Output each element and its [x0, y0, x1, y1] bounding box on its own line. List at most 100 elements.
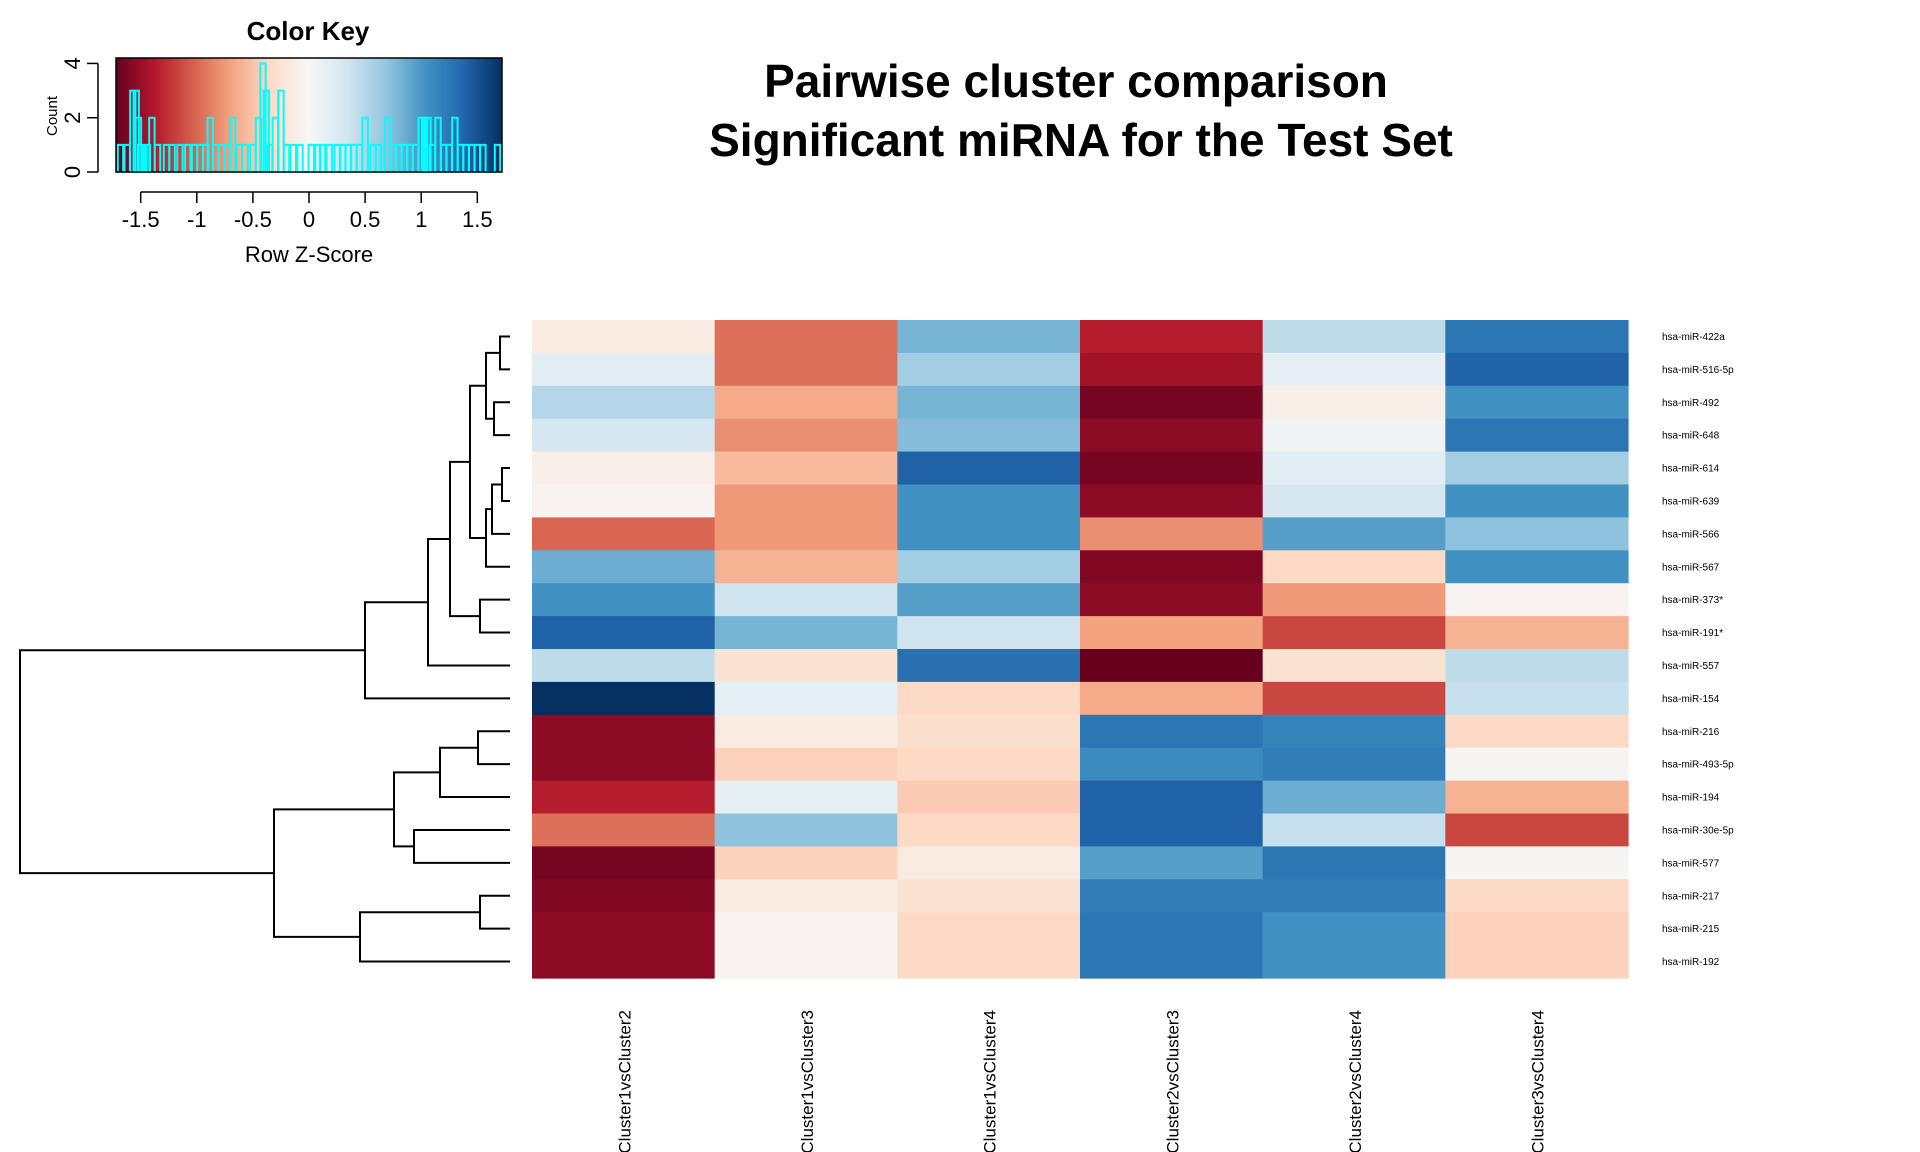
heatmap-cell — [532, 846, 716, 880]
heatmap-cell — [1080, 846, 1264, 880]
heatmap-cell — [897, 418, 1081, 453]
heatmap-cell — [1445, 418, 1629, 453]
heatmap-cell — [897, 320, 1081, 354]
dendrogram-branch — [273, 808, 394, 938]
heatmap-cell — [714, 912, 898, 946]
row-label: hsa-miR-567 — [1662, 562, 1720, 573]
heatmap-cell — [1080, 418, 1264, 453]
heatmap-cell — [714, 846, 898, 880]
row-label: hsa-miR-216 — [1662, 727, 1720, 738]
key-x-tick-label: -0.5 — [234, 207, 272, 232]
dendrogram-branch — [479, 598, 510, 634]
heatmap-cell — [1080, 813, 1264, 847]
column-label: Cluster1vsCluster2 — [615, 1010, 634, 1152]
row-label: hsa-miR-648 — [1662, 431, 1720, 442]
heatmap-cell — [532, 616, 716, 650]
heatmap-cell — [1080, 780, 1264, 815]
heatmap-cell — [1262, 517, 1446, 551]
heatmap-cell — [1262, 616, 1446, 650]
heatmap-cell — [1262, 714, 1446, 749]
heatmap-cell — [1445, 320, 1629, 354]
heatmap-cell — [897, 945, 1081, 979]
color-key-ylabel: Count — [44, 95, 61, 136]
dendrogram-branch — [364, 601, 510, 700]
heatmap-cell — [532, 385, 716, 420]
row-label: hsa-miR-217 — [1662, 891, 1720, 902]
row-label: hsa-miR-191* — [1662, 628, 1723, 639]
heatmap-cell — [1445, 846, 1629, 880]
heatmap-cell — [1445, 780, 1629, 815]
heatmap-cell — [714, 451, 898, 486]
heatmap-cell — [1262, 583, 1446, 617]
heatmap-cell — [1262, 649, 1446, 683]
heatmap-cell — [714, 945, 898, 979]
chart-title-line-1: Pairwise cluster comparison — [764, 55, 1388, 107]
row-label: hsa-miR-30e-5p — [1662, 825, 1734, 836]
color-key-frame — [115, 57, 503, 173]
heatmap-cell — [532, 945, 716, 979]
heatmap-cell — [532, 484, 716, 518]
heatmap-cell — [1445, 747, 1629, 782]
dendrogram-branch — [427, 537, 510, 667]
heatmap-cell — [714, 320, 898, 354]
color-key-xlabel: Row Z-Score — [245, 242, 373, 267]
dendrogram-branch — [501, 467, 510, 502]
heatmap-cell — [897, 451, 1081, 486]
heatmap-cell — [532, 649, 716, 683]
row-label: hsa-miR-194 — [1662, 793, 1720, 804]
heatmap-cell — [532, 681, 716, 716]
heatmap-cell — [714, 714, 898, 749]
column-label: Cluster2vsCluster3 — [1163, 1010, 1182, 1152]
heatmap-cell — [1262, 352, 1446, 387]
key-x-tick-label: 1.5 — [462, 207, 493, 232]
row-labels: hsa-miR-422a hsa-miR-516-5p hsa-miR-492 hsa… — [1662, 332, 1734, 968]
heatmap-cell — [1445, 550, 1629, 584]
dendrogram-branch — [359, 911, 510, 963]
key-y-tick-label: 0 — [60, 166, 85, 178]
heatmap-cell — [1262, 945, 1446, 979]
row-label: hsa-miR-215 — [1662, 924, 1720, 935]
heatmap-cell — [1262, 846, 1446, 880]
heatmap-cell — [1445, 681, 1629, 716]
key-y-tick-label: 4 — [60, 57, 85, 69]
color-key-title: Color Key — [247, 16, 370, 46]
row-label: hsa-miR-557 — [1662, 661, 1720, 672]
heatmap-cell — [897, 813, 1081, 847]
color-key-y-axis: 0 2 4 — [60, 57, 99, 178]
row-label: hsa-miR-566 — [1662, 529, 1720, 540]
heatmap-cell — [1445, 385, 1629, 420]
column-label: Cluster2vsCluster4 — [1346, 1010, 1365, 1152]
row-label: hsa-miR-639 — [1662, 496, 1720, 507]
heatmap-cell — [1262, 813, 1446, 847]
heatmap-cell — [897, 484, 1081, 518]
heatmap-cell — [1080, 649, 1264, 683]
heatmap-cell — [1080, 616, 1264, 650]
heatmap-cell — [1080, 517, 1264, 551]
row-label: hsa-miR-614 — [1662, 464, 1720, 475]
heatmap-cell — [714, 813, 898, 847]
dendrogram-branch — [439, 746, 510, 799]
heatmap-cell — [532, 583, 716, 617]
key-x-tick-label: 1 — [415, 207, 427, 232]
heatmap-cell — [897, 649, 1081, 683]
row-label: hsa-miR-492 — [1662, 398, 1720, 409]
row-label: hsa-miR-493-5p — [1662, 760, 1734, 771]
heatmap-cell — [1080, 583, 1264, 617]
dendrogram-branch — [477, 730, 510, 766]
heatmap-cell — [1262, 385, 1446, 420]
heatmap-cell — [1262, 879, 1446, 913]
heatmap-cell — [1445, 517, 1629, 551]
heatmap-cell — [1445, 649, 1629, 683]
dendrogram-branch — [19, 649, 365, 875]
heatmap-cell — [1080, 484, 1264, 518]
key-x-tick-label: -1.5 — [122, 207, 160, 232]
heatmap-cell — [1262, 780, 1446, 815]
heatmap-cell — [532, 780, 716, 815]
heatmap-cell — [897, 714, 1081, 749]
heatmap-cell — [714, 649, 898, 683]
heatmap-cell — [714, 517, 898, 551]
heatmap-cell — [1080, 945, 1264, 979]
heatmap-cell — [714, 352, 898, 387]
heatmap-cell — [897, 352, 1081, 387]
